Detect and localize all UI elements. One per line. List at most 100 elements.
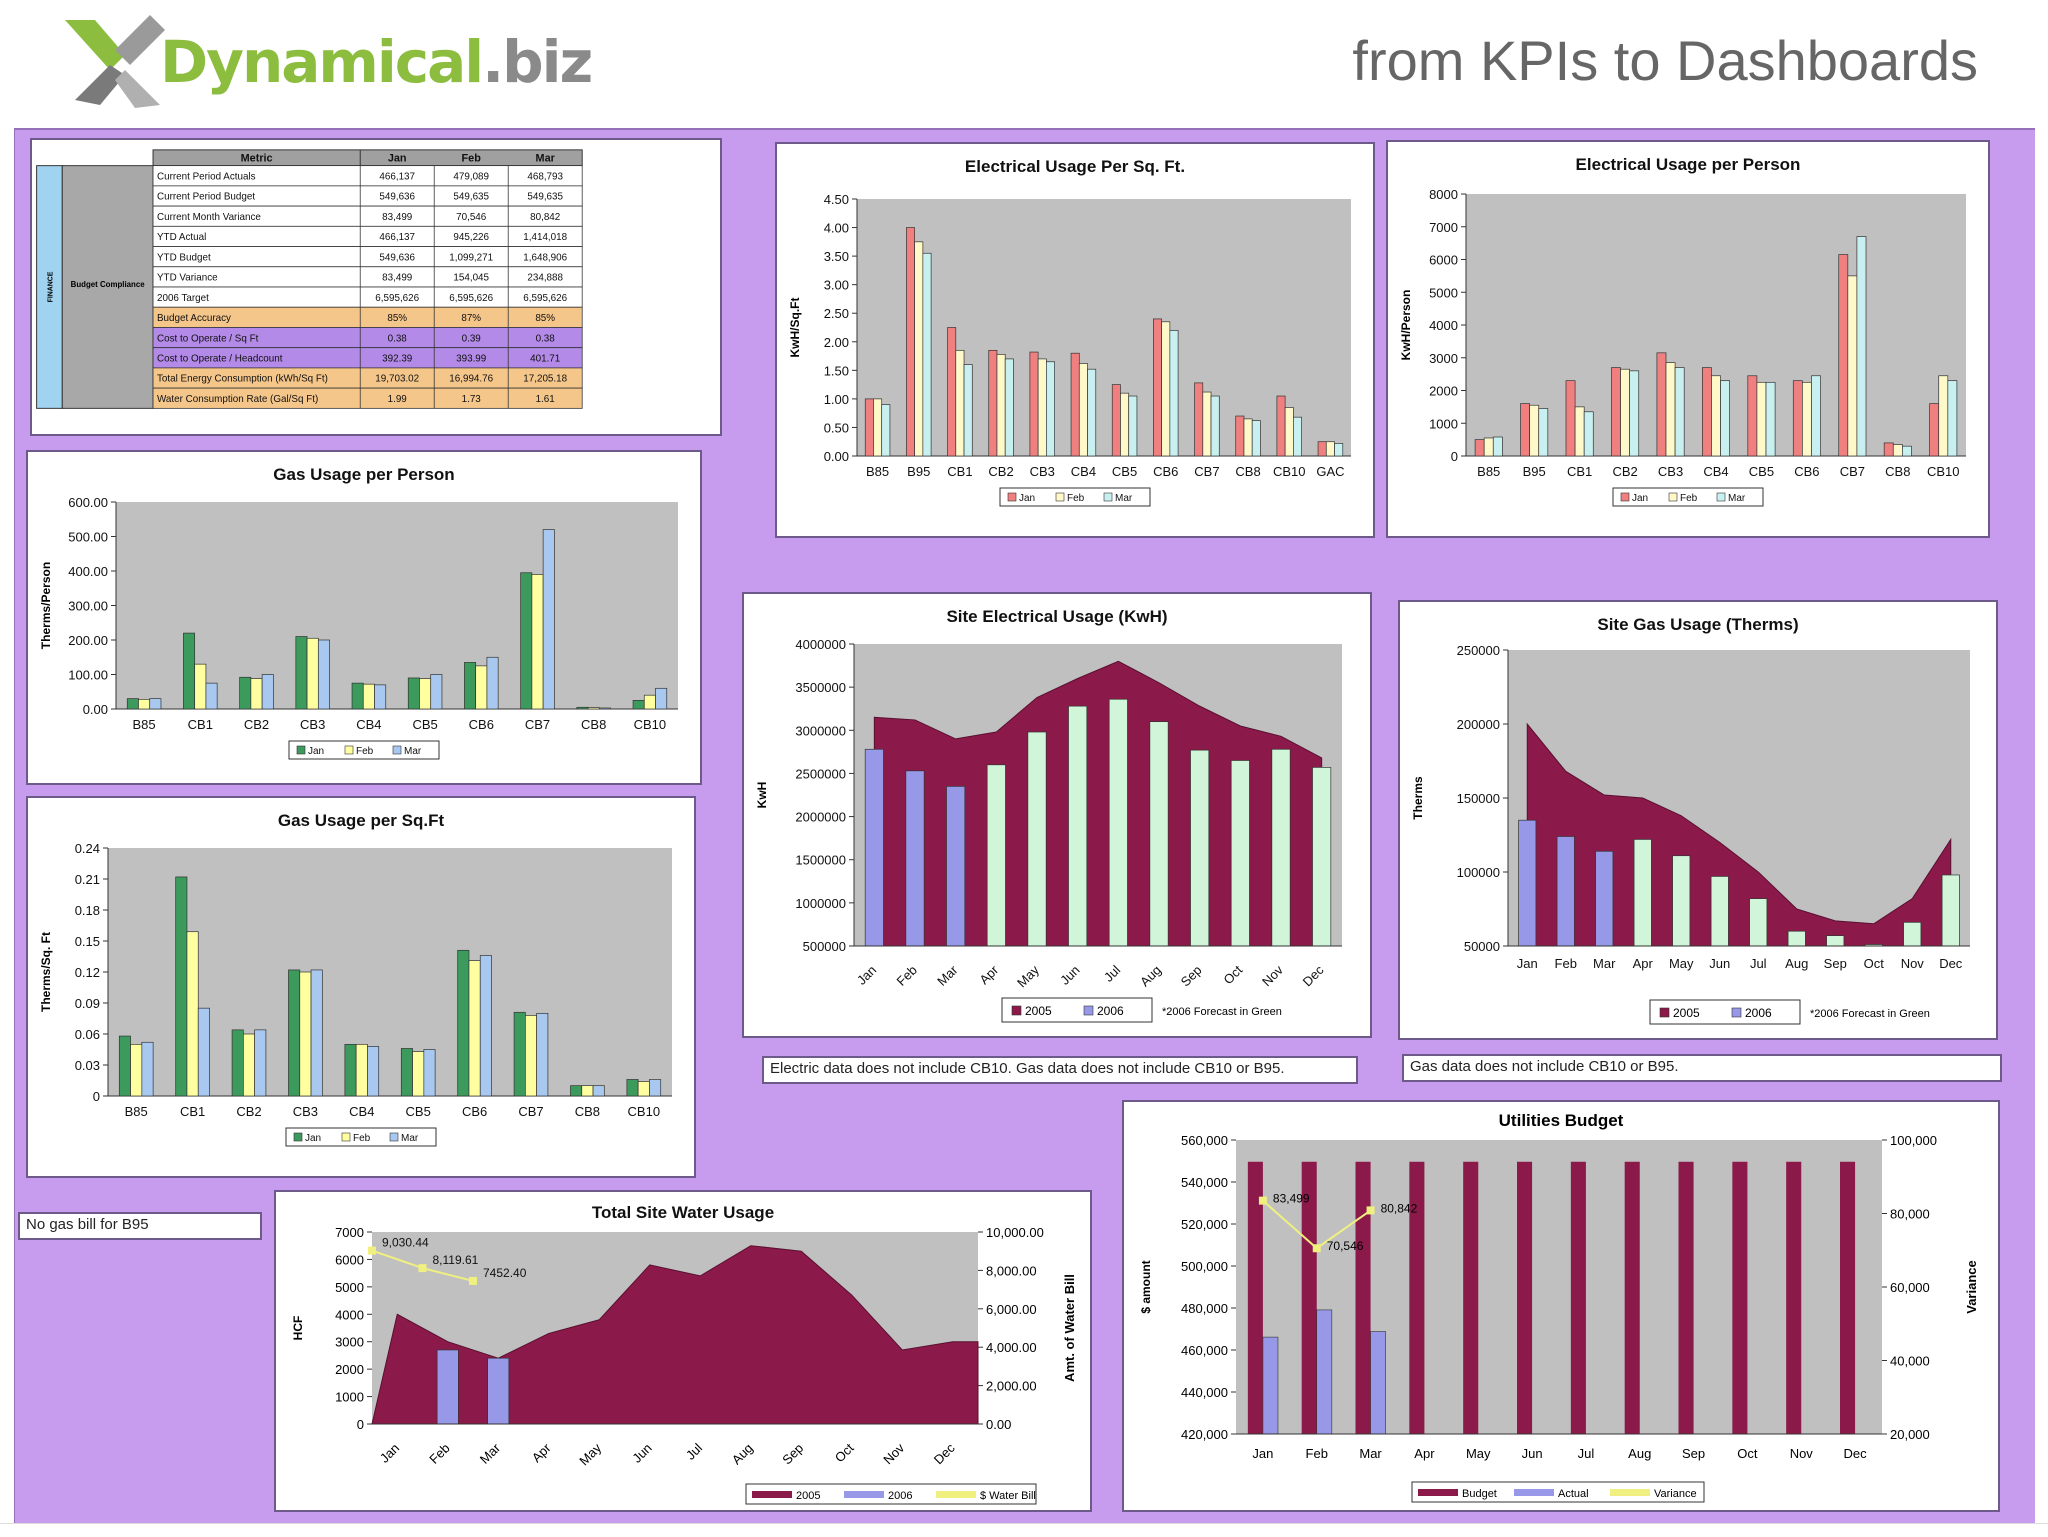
kpi-value: 466,137 [379,232,415,243]
y-tick-label: 1.00 [824,392,849,407]
legend-box [999,487,1151,507]
y-tick-label: 480,000 [1181,1301,1228,1316]
y-tick-label: 200.00 [68,633,108,648]
y-axis-label: Therms/Sq. Ft [39,932,53,1012]
legend-label: Mar [1728,493,1746,504]
bar-mar-cb4 [367,1046,380,1097]
kpi-header-row [152,149,583,167]
x-tick-label: Apr [1633,956,1654,971]
bar-mar-cb2 [254,1029,267,1097]
y-tick-label: 3000 [335,1335,364,1350]
kpi-value: 1,648,906 [523,252,567,263]
bar-mar-cb8 [592,1085,605,1097]
legend-box [285,1127,437,1147]
x-tick-label: Sep [779,1440,806,1467]
legend-label: Feb [1680,493,1698,504]
y-tick-label: 4000 [335,1307,364,1322]
x-tick-label: Feb [1555,956,1577,971]
bar-mar-cb7 [1210,395,1220,457]
chart-title: Electrical Usage per Person [1576,155,1801,174]
x-tick-label: CB8 [581,717,606,732]
x-tick-label: Aug [729,1440,756,1467]
bar-mar-cb3 [310,969,323,1097]
kpi-metric-label: Current Month Variance [157,212,261,223]
bar-feb-b85 [873,398,883,457]
bar-mar-cb10 [655,687,668,710]
bar-2006-dec [1941,874,1960,947]
legend-swatch [1055,492,1065,502]
legend-swatch [1716,492,1726,502]
x-tick-label: Sep [1824,956,1847,971]
y-tick-label: 4.50 [824,192,849,207]
bar-jan-cb4 [1070,352,1080,457]
legend-label: Mar [1115,493,1133,504]
x-tick-label: CB5 [412,717,437,732]
y-tick-label: 0.06 [75,1027,100,1042]
legend-swatch [844,1491,884,1498]
y-tick-label: 500000 [803,939,846,954]
bar-mar-cb7 [536,1012,549,1097]
bar-jan-cb4 [344,1043,357,1097]
bar-mar-cb3 [1674,367,1685,457]
y-tick-label: 6000 [335,1252,364,1267]
water-usage-chart: Total Site Water Usage 0 1000 2000 3000 4000 5… [291,1203,1077,1505]
bar-jan-cb5 [1747,375,1758,457]
bar-budget-nov [1786,1161,1802,1434]
kpi-row [152,286,583,308]
bar-mar-cb2 [1004,358,1014,457]
x-tick-label: CB7 [1194,464,1219,479]
y-tick-label: 0 [1451,449,1458,464]
x-tick-label: Oct [1220,962,1245,987]
kpi-value: 17,205.18 [523,374,567,385]
x-tick-label: CB1 [947,464,972,479]
kpi-metric-label: Water Consumption Rate (Gal/Sq Ft) [157,394,318,405]
x-tick-label: Nov [880,1440,907,1467]
y-tick-label: 2500000 [795,766,846,781]
bar-2006-aug [1149,721,1169,947]
x-tick-label: Mar [934,962,961,989]
variance-label: 70,546 [1327,1239,1364,1253]
y-tick-label: 7000 [335,1225,364,1240]
bar-feb-cb4 [1711,375,1721,457]
kpi-value: 466,137 [379,171,415,182]
legend-swatch [392,745,402,755]
bar-mar-cb10 [1293,416,1302,457]
y-tick-label: 0.12 [75,965,100,980]
logo-text-grey: .biz [482,28,593,96]
bar-2006-jan [1518,819,1537,947]
legend-label: 2006 [1097,1004,1124,1018]
bar-jan-cb10 [632,700,645,710]
bar-jan-gac [1317,441,1327,457]
bar-2006-sep [1826,935,1845,947]
bar-mar-cb2 [261,674,274,710]
kpi-value: 549,636 [379,252,415,263]
y-tick-label: 2000000 [795,810,846,825]
water-bill-label: 8,119.61 [433,1253,479,1267]
x-tick-label: Jul [683,1440,705,1462]
kpi-value: 83,499 [382,273,413,284]
bar-mar-cb4 [1720,380,1730,457]
legend-label: 2005 [1025,1004,1052,1018]
legend-label: Jan [1632,493,1648,504]
legend-label: $ Water Bill [980,1490,1036,1502]
legend-note: *2006 Forecast in Green [1810,1008,1930,1020]
x-tick-label: CB1 [188,717,213,732]
electrical-per-person-chart: Electrical Usage per Person 0 1000 2000 3000… [1399,155,1966,507]
legend-swatch [344,745,354,755]
x-tick-label: B95 [1523,464,1546,479]
chart-title: Site Gas Usage (Therms) [1597,615,1798,634]
y-tick-label: 7000 [1429,220,1458,235]
y-tick-label: 460,000 [1181,1343,1228,1358]
kpi-row [152,225,583,247]
kpi-metric-label: 2006 Target [157,293,209,304]
x-tick-label: CB6 [1794,464,1819,479]
legend-box [1001,997,1153,1023]
logo-icon [65,15,165,108]
y-tick-label: 4000000 [795,637,846,652]
bar-budget-oct [1732,1161,1748,1434]
x-tick-label: CB5 [1112,464,1137,479]
y-tick-label: 0.00 [824,449,849,464]
bar-feb-cb10 [1938,375,1949,457]
bar-feb-b95 [914,241,924,457]
x-tick-label: Jun [1057,962,1082,987]
